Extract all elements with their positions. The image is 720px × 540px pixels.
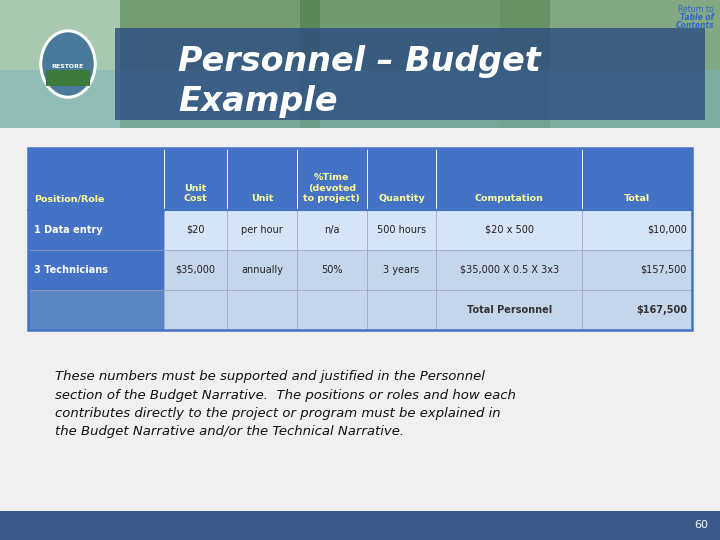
Text: $157,500: $157,500 — [641, 265, 687, 275]
Bar — [28, 250, 164, 290]
Text: Total: Total — [624, 194, 650, 203]
Bar — [164, 290, 228, 330]
Bar — [297, 290, 366, 330]
Bar — [228, 210, 297, 250]
Text: $35,000 X 0.5 X 3x3: $35,000 X 0.5 X 3x3 — [460, 265, 559, 275]
Text: Contents: Contents — [675, 21, 714, 30]
Text: n/a: n/a — [324, 225, 340, 235]
Bar — [164, 210, 228, 250]
Bar — [28, 210, 164, 250]
Text: $20: $20 — [186, 225, 205, 235]
Bar — [164, 250, 228, 290]
Text: Personnel – Budget: Personnel – Budget — [178, 45, 541, 78]
Bar — [115, 28, 705, 120]
Bar — [297, 210, 366, 250]
Text: RESTORE: RESTORE — [52, 64, 84, 69]
Bar — [366, 290, 436, 330]
Bar — [46, 70, 90, 86]
Text: Quantity: Quantity — [378, 194, 425, 203]
Text: $167,500: $167,500 — [636, 305, 687, 315]
Bar — [436, 148, 582, 210]
Bar — [582, 290, 692, 330]
Bar — [582, 210, 692, 250]
Bar — [366, 148, 436, 210]
Bar — [582, 148, 692, 210]
Bar — [0, 0, 720, 128]
Bar — [582, 250, 692, 290]
Bar — [228, 148, 297, 210]
Text: 1 Data entry: 1 Data entry — [34, 225, 103, 235]
Bar — [436, 250, 582, 290]
Bar — [228, 250, 297, 290]
Bar — [28, 148, 164, 210]
Text: $35,000: $35,000 — [176, 265, 216, 275]
Text: $20 x 500: $20 x 500 — [485, 225, 534, 235]
Bar — [366, 210, 436, 250]
Bar — [366, 250, 436, 290]
Bar — [436, 290, 582, 330]
Text: Unit: Unit — [251, 194, 274, 203]
Text: $10,000: $10,000 — [647, 225, 687, 235]
Ellipse shape — [43, 33, 93, 95]
Bar — [0, 511, 720, 540]
Text: These numbers must be supported and justified in the Personnel
section of the Bu: These numbers must be supported and just… — [55, 370, 516, 438]
Text: Position/Role: Position/Role — [34, 194, 104, 203]
Text: 3 Technicians: 3 Technicians — [34, 265, 108, 275]
Text: Return to: Return to — [678, 5, 714, 14]
Text: %Time
(devoted
to project): %Time (devoted to project) — [303, 173, 360, 203]
Text: annually: annually — [241, 265, 283, 275]
Bar — [28, 148, 692, 330]
Text: Computation: Computation — [475, 194, 544, 203]
Bar — [164, 148, 228, 210]
Text: Unit
Cost: Unit Cost — [184, 184, 207, 203]
Bar — [300, 0, 550, 128]
Bar — [297, 148, 366, 210]
Bar — [297, 250, 366, 290]
Bar — [500, 0, 720, 128]
Text: 500 hours: 500 hours — [377, 225, 426, 235]
Text: per hour: per hour — [241, 225, 283, 235]
Text: 50%: 50% — [321, 265, 343, 275]
Text: Total Personnel: Total Personnel — [467, 305, 552, 315]
Bar — [436, 210, 582, 250]
Bar — [228, 290, 297, 330]
Text: Table of: Table of — [680, 13, 714, 22]
Bar — [120, 0, 320, 128]
Text: 60: 60 — [694, 521, 708, 530]
Text: Example: Example — [178, 85, 338, 118]
Ellipse shape — [40, 30, 96, 98]
Bar — [0, 70, 720, 128]
Text: 3 years: 3 years — [384, 265, 420, 275]
Bar — [28, 290, 164, 330]
